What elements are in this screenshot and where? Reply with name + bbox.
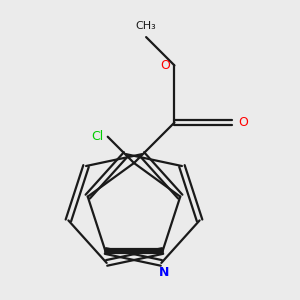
Text: O: O bbox=[238, 116, 248, 129]
Text: N: N bbox=[159, 266, 169, 279]
Text: Cl: Cl bbox=[91, 130, 103, 143]
Text: CH₃: CH₃ bbox=[136, 21, 157, 32]
Text: O: O bbox=[160, 59, 170, 72]
